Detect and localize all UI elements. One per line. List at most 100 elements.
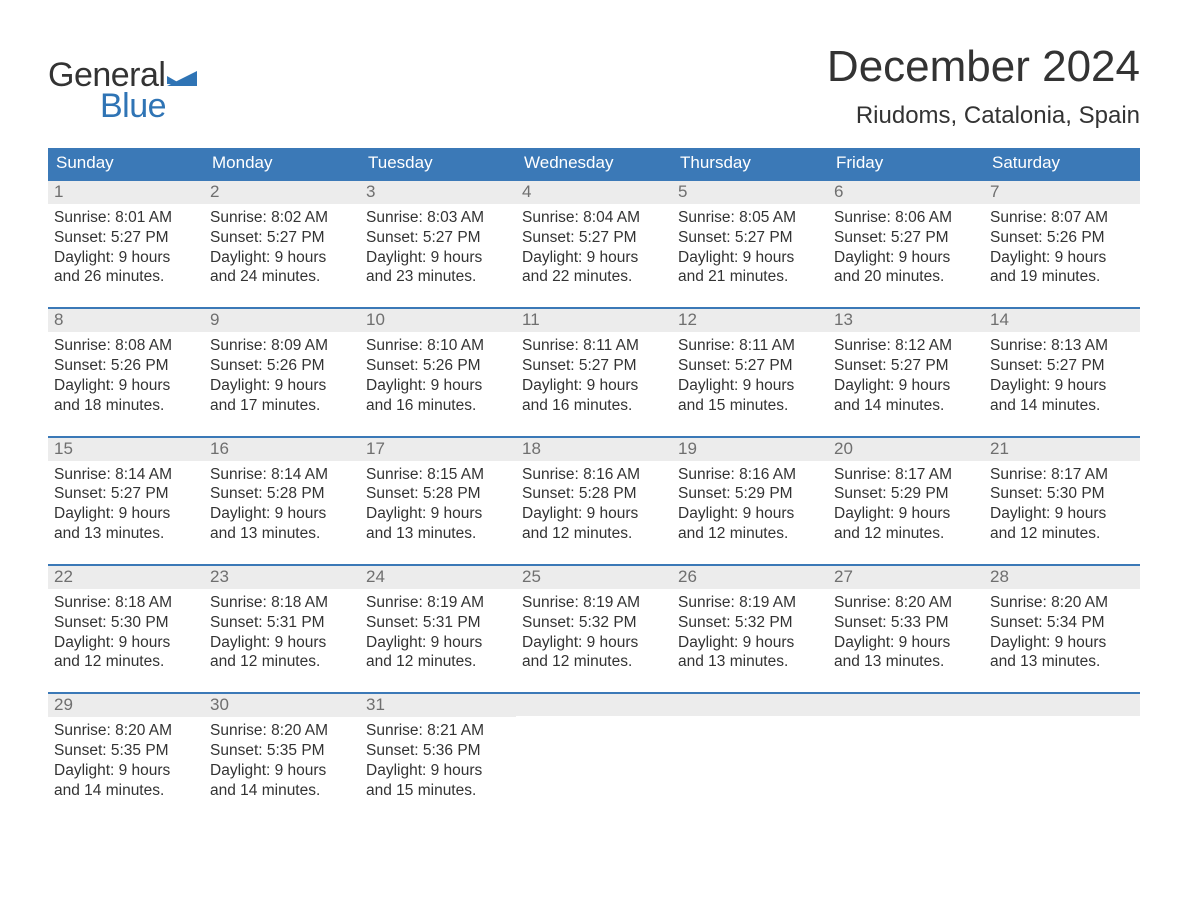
daylight-text-2: and 15 minutes.	[678, 396, 822, 416]
daylight-text-1: Daylight: 9 hours	[990, 248, 1134, 268]
day-cell	[516, 694, 672, 802]
sunset-text: Sunset: 5:35 PM	[54, 741, 198, 761]
month-title: December 2024	[827, 42, 1140, 92]
day-number: 23	[204, 566, 360, 589]
sunrise-text: Sunrise: 8:02 AM	[210, 208, 354, 228]
sunset-text: Sunset: 5:34 PM	[990, 613, 1134, 633]
sunrise-text: Sunrise: 8:16 AM	[678, 465, 822, 485]
day-number: 7	[984, 181, 1140, 204]
day-number: 18	[516, 438, 672, 461]
sunrise-text: Sunrise: 8:10 AM	[366, 336, 510, 356]
daylight-text-2: and 16 minutes.	[366, 396, 510, 416]
day-info: Sunrise: 8:14 AMSunset: 5:27 PMDaylight:…	[48, 461, 204, 546]
day-number: 2	[204, 181, 360, 204]
sunset-text: Sunset: 5:26 PM	[366, 356, 510, 376]
sunset-text: Sunset: 5:35 PM	[210, 741, 354, 761]
day-number: 25	[516, 566, 672, 589]
sunrise-text: Sunrise: 8:20 AM	[834, 593, 978, 613]
sunrise-text: Sunrise: 8:09 AM	[210, 336, 354, 356]
day-number	[516, 694, 672, 716]
daylight-text-2: and 12 minutes.	[522, 652, 666, 672]
day-info: Sunrise: 8:06 AMSunset: 5:27 PMDaylight:…	[828, 204, 984, 289]
day-info: Sunrise: 8:20 AMSunset: 5:34 PMDaylight:…	[984, 589, 1140, 674]
day-info: Sunrise: 8:01 AMSunset: 5:27 PMDaylight:…	[48, 204, 204, 289]
day-cell: 31Sunrise: 8:21 AMSunset: 5:36 PMDayligh…	[360, 694, 516, 802]
sunrise-text: Sunrise: 8:12 AM	[834, 336, 978, 356]
day-number: 3	[360, 181, 516, 204]
daylight-text-2: and 13 minutes.	[990, 652, 1134, 672]
week-row: 22Sunrise: 8:18 AMSunset: 5:30 PMDayligh…	[48, 564, 1140, 674]
day-number: 31	[360, 694, 516, 717]
day-cell: 15Sunrise: 8:14 AMSunset: 5:27 PMDayligh…	[48, 438, 204, 546]
sunrise-text: Sunrise: 8:11 AM	[678, 336, 822, 356]
day-number: 27	[828, 566, 984, 589]
brand-logo: General Blue	[48, 56, 197, 126]
day-cell: 19Sunrise: 8:16 AMSunset: 5:29 PMDayligh…	[672, 438, 828, 546]
daylight-text-2: and 12 minutes.	[210, 652, 354, 672]
day-number: 28	[984, 566, 1140, 589]
daylight-text-2: and 21 minutes.	[678, 267, 822, 287]
day-cell: 11Sunrise: 8:11 AMSunset: 5:27 PMDayligh…	[516, 309, 672, 417]
week-row: 8Sunrise: 8:08 AMSunset: 5:26 PMDaylight…	[48, 307, 1140, 417]
day-cell	[828, 694, 984, 802]
day-cell: 13Sunrise: 8:12 AMSunset: 5:27 PMDayligh…	[828, 309, 984, 417]
brand-flag-icon	[167, 66, 197, 86]
sunrise-text: Sunrise: 8:07 AM	[990, 208, 1134, 228]
sunrise-text: Sunrise: 8:17 AM	[834, 465, 978, 485]
header: General Blue December 2024 Riudoms, Cata…	[48, 20, 1140, 130]
daylight-text-1: Daylight: 9 hours	[522, 633, 666, 653]
day-number: 30	[204, 694, 360, 717]
day-number: 4	[516, 181, 672, 204]
day-header-wednesday: Wednesday	[516, 148, 672, 179]
day-info: Sunrise: 8:08 AMSunset: 5:26 PMDaylight:…	[48, 332, 204, 417]
daylight-text-1: Daylight: 9 hours	[522, 248, 666, 268]
day-cell: 10Sunrise: 8:10 AMSunset: 5:26 PMDayligh…	[360, 309, 516, 417]
sunset-text: Sunset: 5:27 PM	[54, 484, 198, 504]
daylight-text-1: Daylight: 9 hours	[366, 761, 510, 781]
sunset-text: Sunset: 5:27 PM	[834, 228, 978, 248]
daylight-text-2: and 18 minutes.	[54, 396, 198, 416]
daylight-text-1: Daylight: 9 hours	[210, 376, 354, 396]
sunrise-text: Sunrise: 8:19 AM	[678, 593, 822, 613]
daylight-text-2: and 12 minutes.	[834, 524, 978, 544]
daylight-text-2: and 12 minutes.	[990, 524, 1134, 544]
sunset-text: Sunset: 5:27 PM	[210, 228, 354, 248]
sunset-text: Sunset: 5:26 PM	[54, 356, 198, 376]
daylight-text-1: Daylight: 9 hours	[54, 248, 198, 268]
sunset-text: Sunset: 5:27 PM	[678, 228, 822, 248]
daylight-text-2: and 23 minutes.	[366, 267, 510, 287]
sunrise-text: Sunrise: 8:20 AM	[54, 721, 198, 741]
day-header-sunday: Sunday	[48, 148, 204, 179]
day-cell: 3Sunrise: 8:03 AMSunset: 5:27 PMDaylight…	[360, 181, 516, 289]
sunset-text: Sunset: 5:28 PM	[210, 484, 354, 504]
sunrise-text: Sunrise: 8:20 AM	[210, 721, 354, 741]
sunrise-text: Sunrise: 8:17 AM	[990, 465, 1134, 485]
sunrise-text: Sunrise: 8:06 AM	[834, 208, 978, 228]
day-info: Sunrise: 8:19 AMSunset: 5:31 PMDaylight:…	[360, 589, 516, 674]
day-header-monday: Monday	[204, 148, 360, 179]
day-number: 13	[828, 309, 984, 332]
sunrise-text: Sunrise: 8:11 AM	[522, 336, 666, 356]
day-number: 26	[672, 566, 828, 589]
sunset-text: Sunset: 5:28 PM	[366, 484, 510, 504]
sunset-text: Sunset: 5:29 PM	[834, 484, 978, 504]
daylight-text-2: and 22 minutes.	[522, 267, 666, 287]
day-number: 19	[672, 438, 828, 461]
day-info: Sunrise: 8:05 AMSunset: 5:27 PMDaylight:…	[672, 204, 828, 289]
week-row: 1Sunrise: 8:01 AMSunset: 5:27 PMDaylight…	[48, 179, 1140, 289]
daylight-text-2: and 24 minutes.	[210, 267, 354, 287]
sunrise-text: Sunrise: 8:18 AM	[210, 593, 354, 613]
day-cell: 27Sunrise: 8:20 AMSunset: 5:33 PMDayligh…	[828, 566, 984, 674]
daylight-text-1: Daylight: 9 hours	[210, 633, 354, 653]
title-block: December 2024 Riudoms, Catalonia, Spain	[827, 20, 1140, 130]
day-cell: 12Sunrise: 8:11 AMSunset: 5:27 PMDayligh…	[672, 309, 828, 417]
day-header-row: SundayMondayTuesdayWednesdayThursdayFrid…	[48, 148, 1140, 179]
calendar: SundayMondayTuesdayWednesdayThursdayFrid…	[48, 148, 1140, 803]
sunset-text: Sunset: 5:26 PM	[210, 356, 354, 376]
day-info: Sunrise: 8:19 AMSunset: 5:32 PMDaylight:…	[516, 589, 672, 674]
daylight-text-1: Daylight: 9 hours	[366, 633, 510, 653]
day-cell: 24Sunrise: 8:19 AMSunset: 5:31 PMDayligh…	[360, 566, 516, 674]
day-info: Sunrise: 8:19 AMSunset: 5:32 PMDaylight:…	[672, 589, 828, 674]
day-header-thursday: Thursday	[672, 148, 828, 179]
daylight-text-2: and 14 minutes.	[210, 781, 354, 801]
